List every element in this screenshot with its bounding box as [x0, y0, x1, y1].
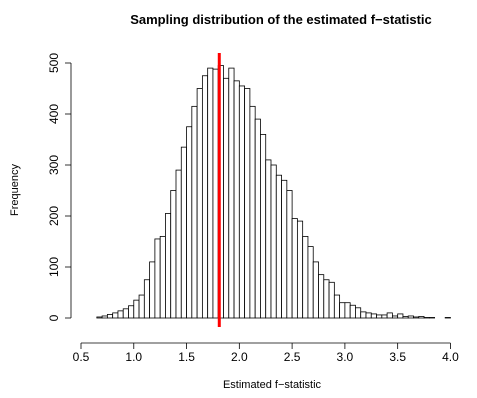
histogram-bar [228, 67, 235, 319]
histogram-bar [106, 314, 114, 319]
histogram-bar [244, 88, 251, 319]
histogram-bar [128, 305, 135, 319]
x-tick-label: 1.0 [125, 350, 142, 364]
histogram-bar [349, 304, 356, 319]
histogram-bar [323, 279, 330, 319]
histogram-bar [270, 164, 277, 319]
histogram-bar [265, 159, 272, 319]
histogram-bar [370, 313, 377, 319]
histogram-bar [96, 316, 103, 319]
y-tick-label: 500 [47, 53, 61, 73]
histogram-bar [318, 274, 325, 319]
histogram-bar [101, 315, 108, 319]
histogram-bar [254, 118, 261, 319]
y-tick-label: 0 [47, 314, 61, 321]
x-axis-label: Estimated f−statistic [223, 379, 322, 391]
histogram-bar [302, 235, 309, 319]
histogram-bar [175, 169, 182, 319]
histogram-bar [117, 310, 124, 319]
histogram-bar [344, 302, 351, 319]
histogram-bar [170, 190, 177, 319]
chart-title: Sampling distribution of the estimated f… [130, 12, 432, 27]
histogram-bar [397, 313, 404, 319]
histogram-bar [444, 317, 451, 319]
x-tick-label: 1.5 [178, 350, 195, 364]
histogram-bar [418, 316, 425, 319]
histogram-bar [391, 315, 399, 319]
x-tick-label: 3.0 [337, 350, 354, 364]
histogram-bar [154, 238, 161, 319]
histogram-bar [376, 314, 383, 319]
histogram-bar [402, 316, 409, 319]
histogram-bar [296, 220, 304, 319]
histogram-bar [196, 88, 203, 319]
histogram-bar [413, 316, 420, 319]
histogram-bar [149, 261, 156, 319]
histogram-bar [191, 105, 198, 319]
histogram-bar [223, 77, 230, 319]
histogram-bar [407, 315, 414, 319]
histogram-bar [233, 80, 240, 319]
histogram-bar [159, 235, 166, 319]
y-tick-label: 400 [47, 104, 61, 124]
histogram-bar [180, 146, 187, 319]
histogram-bar [386, 312, 393, 319]
histogram-bar [312, 261, 319, 319]
histogram-bar [365, 312, 372, 319]
histogram-bar [423, 317, 430, 319]
bars-group [96, 65, 451, 319]
histogram-bar [307, 246, 314, 319]
x-tick-label: 2.5 [284, 350, 301, 364]
histogram-bar [333, 294, 341, 319]
histogram-bar [133, 299, 140, 319]
histogram-bar [428, 317, 436, 319]
histogram-bar [360, 311, 367, 319]
histogram-bar [138, 294, 145, 319]
histogram-bar [281, 179, 288, 319]
histogram-bar [238, 85, 246, 319]
histogram-bar [212, 68, 219, 319]
y-tick-label: 200 [47, 206, 61, 226]
histogram-bar [249, 105, 256, 319]
histogram-bar [328, 281, 335, 319]
histogram-bar [112, 312, 119, 319]
histogram-bar [260, 133, 267, 319]
histogram-bar [355, 307, 362, 319]
histogram-bar [381, 314, 388, 319]
y-axis: 0 100 200 300 400 500 [47, 53, 72, 321]
x-tick-label: 0.5 [73, 350, 90, 364]
x-tick-label: 4.0 [442, 350, 459, 364]
histogram-bar [291, 218, 298, 319]
x-axis: 0.5 1.0 1.5 2.0 2.5 3.0 3.5 4.0 [73, 342, 459, 364]
y-axis-label: Frequency [9, 164, 21, 216]
x-tick-label: 2.0 [231, 350, 248, 364]
y-tick-label: 100 [47, 257, 61, 277]
histogram-bar [286, 190, 293, 319]
histogram-bar [143, 279, 151, 319]
histogram-bar [275, 174, 282, 319]
histogram-bar [122, 308, 129, 319]
histogram-bar [201, 75, 209, 319]
x-tick-label: 3.5 [389, 350, 406, 364]
histogram-bar [165, 213, 172, 319]
histogram-bar [339, 302, 346, 319]
y-tick-label: 300 [47, 155, 61, 175]
histogram-bar [207, 67, 214, 319]
histogram-bar [186, 126, 193, 319]
